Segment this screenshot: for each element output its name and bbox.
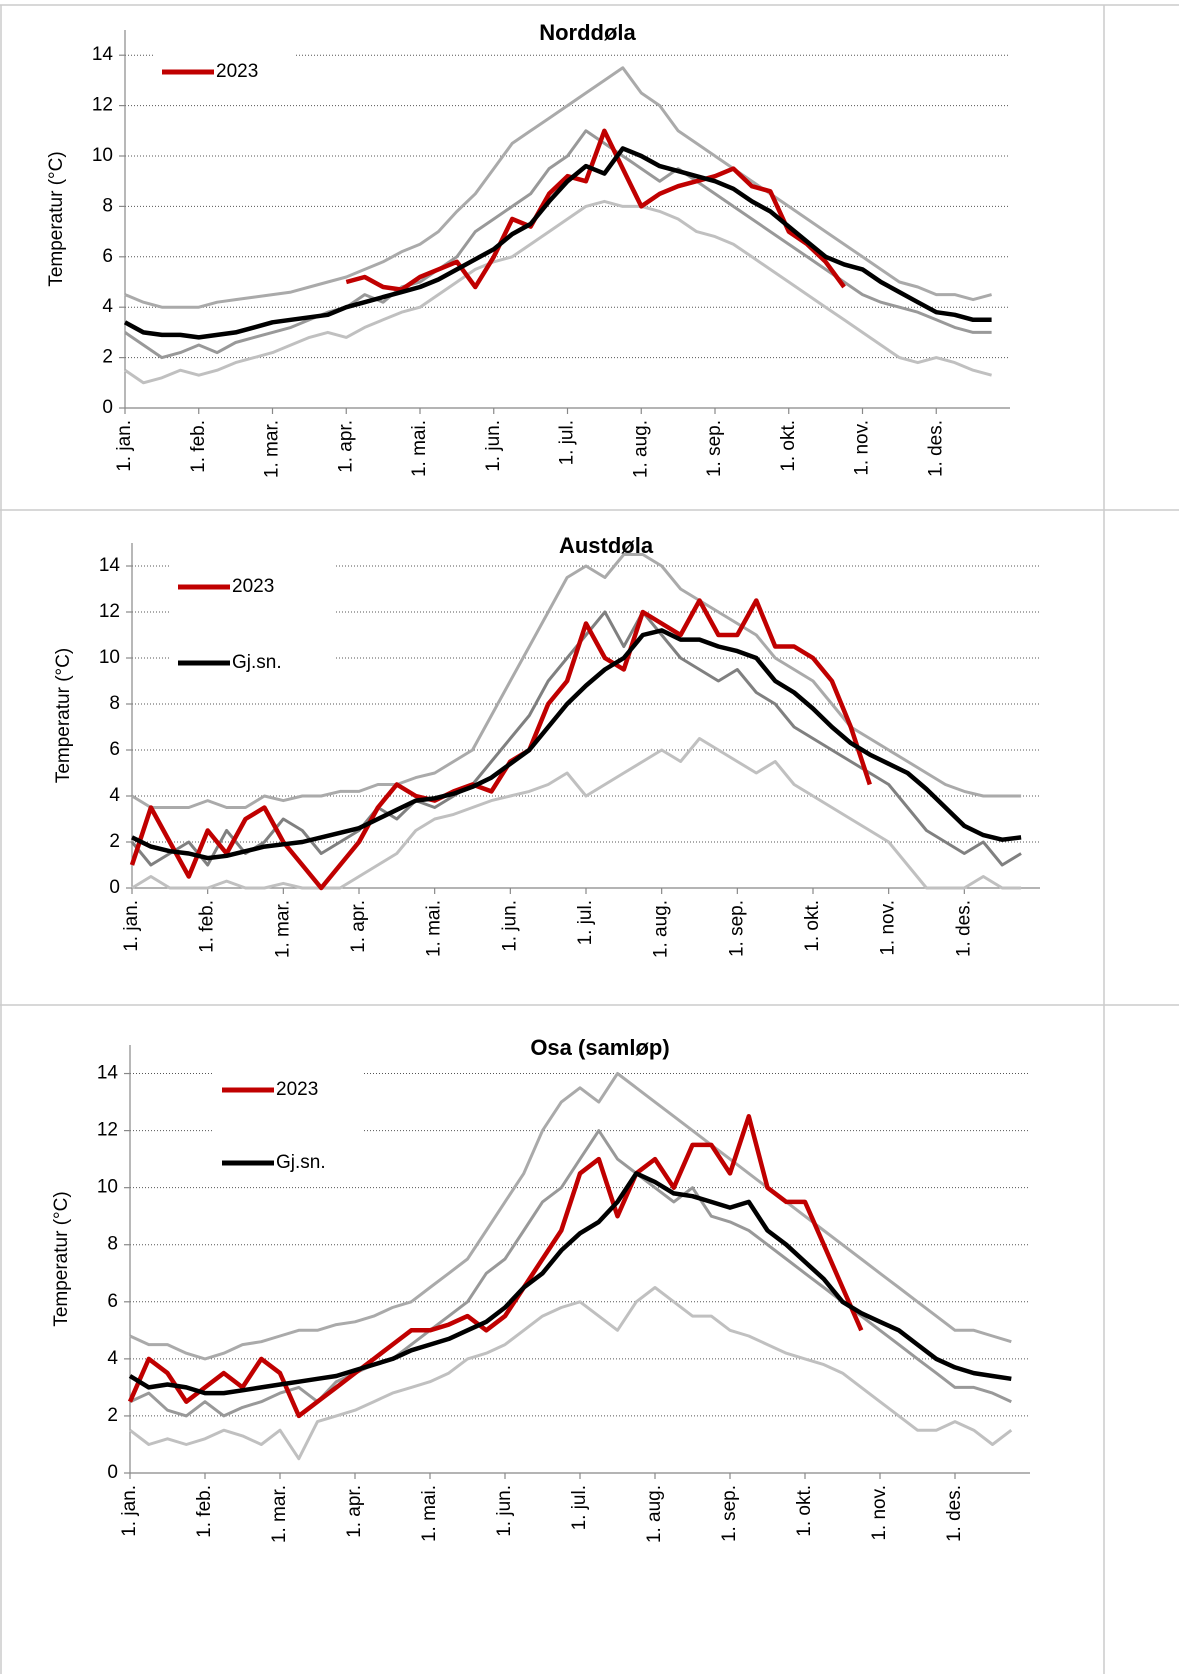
y-tick-label: 2 xyxy=(107,1405,118,1426)
y-tick-label: 12 xyxy=(92,95,113,116)
y-axis-label: Temperatur (°C) xyxy=(46,151,67,286)
x-tick-label: 1. feb. xyxy=(197,900,218,953)
series-line xyxy=(128,1171,1012,1396)
x-tick-label: 1. nov. xyxy=(869,1485,890,1541)
x-tick-label: 1. nov. xyxy=(852,420,873,476)
y-tick-label: 6 xyxy=(109,739,120,760)
x-tick-label: 1. jun. xyxy=(494,1485,515,1537)
series-line xyxy=(124,66,992,309)
y-tick-label: 8 xyxy=(107,1234,118,1255)
y-tick-label: 0 xyxy=(107,1462,118,1483)
chart-title: Norddøla xyxy=(539,20,636,45)
x-tick-label: 1. jan. xyxy=(119,1485,140,1537)
series-line xyxy=(127,1114,864,1419)
y-tick-label: 10 xyxy=(92,145,113,166)
y-tick-label: 4 xyxy=(102,296,113,317)
x-tick-label: 1. mai. xyxy=(419,1485,440,1542)
x-tick-label: 1. sep. xyxy=(704,420,725,477)
y-tick-label: 4 xyxy=(109,785,120,806)
x-tick-label: 1. jul. xyxy=(569,1485,590,1530)
y-axis-label: Temperatur (°C) xyxy=(53,648,74,783)
x-tick-label: 1. sep. xyxy=(719,1485,740,1542)
x-tick-label: 1. mar. xyxy=(269,1485,290,1543)
x-tick-label: 1. jun. xyxy=(483,420,504,472)
x-tick-label: 1. feb. xyxy=(194,1485,215,1538)
series-line xyxy=(131,737,1022,890)
legend-label: 2023 xyxy=(276,1079,318,1100)
series-line xyxy=(129,1129,1012,1418)
y-tick-label: 12 xyxy=(99,601,120,622)
legend-label: Gj.sn. xyxy=(232,652,282,673)
y-tick-label: 8 xyxy=(102,195,113,216)
legend-label: 2023 xyxy=(216,61,258,82)
y-tick-label: 0 xyxy=(109,877,120,898)
y-tick-label: 8 xyxy=(109,693,120,714)
y-tick-label: 2 xyxy=(109,831,120,852)
y-tick-label: 14 xyxy=(99,555,121,576)
y-tick-label: 10 xyxy=(99,647,120,668)
chart-title: Austdøla xyxy=(559,533,654,558)
x-tick-label: 1. jul. xyxy=(557,420,578,465)
x-tick-label: 1. apr. xyxy=(335,420,356,473)
y-tick-label: 0 xyxy=(102,397,113,418)
x-tick-label: 1. aug. xyxy=(644,1485,665,1543)
x-tick-label: 1. des. xyxy=(944,1485,965,1542)
y-tick-label: 6 xyxy=(107,1291,118,1312)
chart-title: Osa (samløp) xyxy=(530,1035,669,1060)
series-line xyxy=(124,199,992,385)
series-line xyxy=(131,628,1022,861)
y-axis-label: Temperatur (°C) xyxy=(51,1191,72,1326)
x-tick-label: 1. mar. xyxy=(262,420,283,478)
series-line xyxy=(129,1286,1013,1461)
series-line xyxy=(129,1072,1012,1361)
y-tick-label: 14 xyxy=(92,44,114,65)
x-tick-label: 1. des. xyxy=(925,420,946,477)
y-tick-label: 4 xyxy=(107,1348,118,1369)
y-tick-label: 10 xyxy=(97,1177,118,1198)
x-tick-label: 1. aug. xyxy=(630,420,651,478)
series-line xyxy=(124,129,992,360)
x-tick-label: 1. apr. xyxy=(348,900,369,953)
series-line xyxy=(345,128,846,292)
x-tick-label: 1. okt. xyxy=(778,420,799,472)
legend-label: Gj.sn. xyxy=(276,1152,326,1173)
legend-label: 2023 xyxy=(232,576,274,597)
x-tick-label: 1. sep. xyxy=(726,900,747,957)
x-tick-label: 1. mai. xyxy=(424,900,445,957)
x-tick-label: 1. mai. xyxy=(409,420,430,477)
x-tick-label: 1. apr. xyxy=(344,1485,365,1538)
x-tick-label: 1. aug. xyxy=(651,900,672,958)
x-tick-label: 1. nov. xyxy=(878,900,899,956)
y-tick-label: 12 xyxy=(97,1120,118,1141)
panel-borders xyxy=(0,4,1179,1674)
x-tick-label: 1. jun. xyxy=(499,900,520,952)
y-tick-label: 14 xyxy=(97,1063,119,1084)
x-tick-label: 1. jan. xyxy=(114,420,135,472)
y-tick-label: 6 xyxy=(102,246,113,267)
series-line xyxy=(131,553,1022,809)
x-tick-label: 1. feb. xyxy=(188,420,209,473)
x-tick-label: 1. mar. xyxy=(272,900,293,958)
x-tick-label: 1. des. xyxy=(953,900,974,957)
x-tick-label: 1. jul. xyxy=(575,900,596,945)
series-line xyxy=(129,598,872,891)
y-tick-label: 2 xyxy=(102,347,113,368)
x-tick-label: 1. jan. xyxy=(121,900,142,952)
x-tick-label: 1. okt. xyxy=(794,1485,815,1537)
series-line xyxy=(123,146,992,340)
x-tick-label: 1. okt. xyxy=(802,900,823,952)
